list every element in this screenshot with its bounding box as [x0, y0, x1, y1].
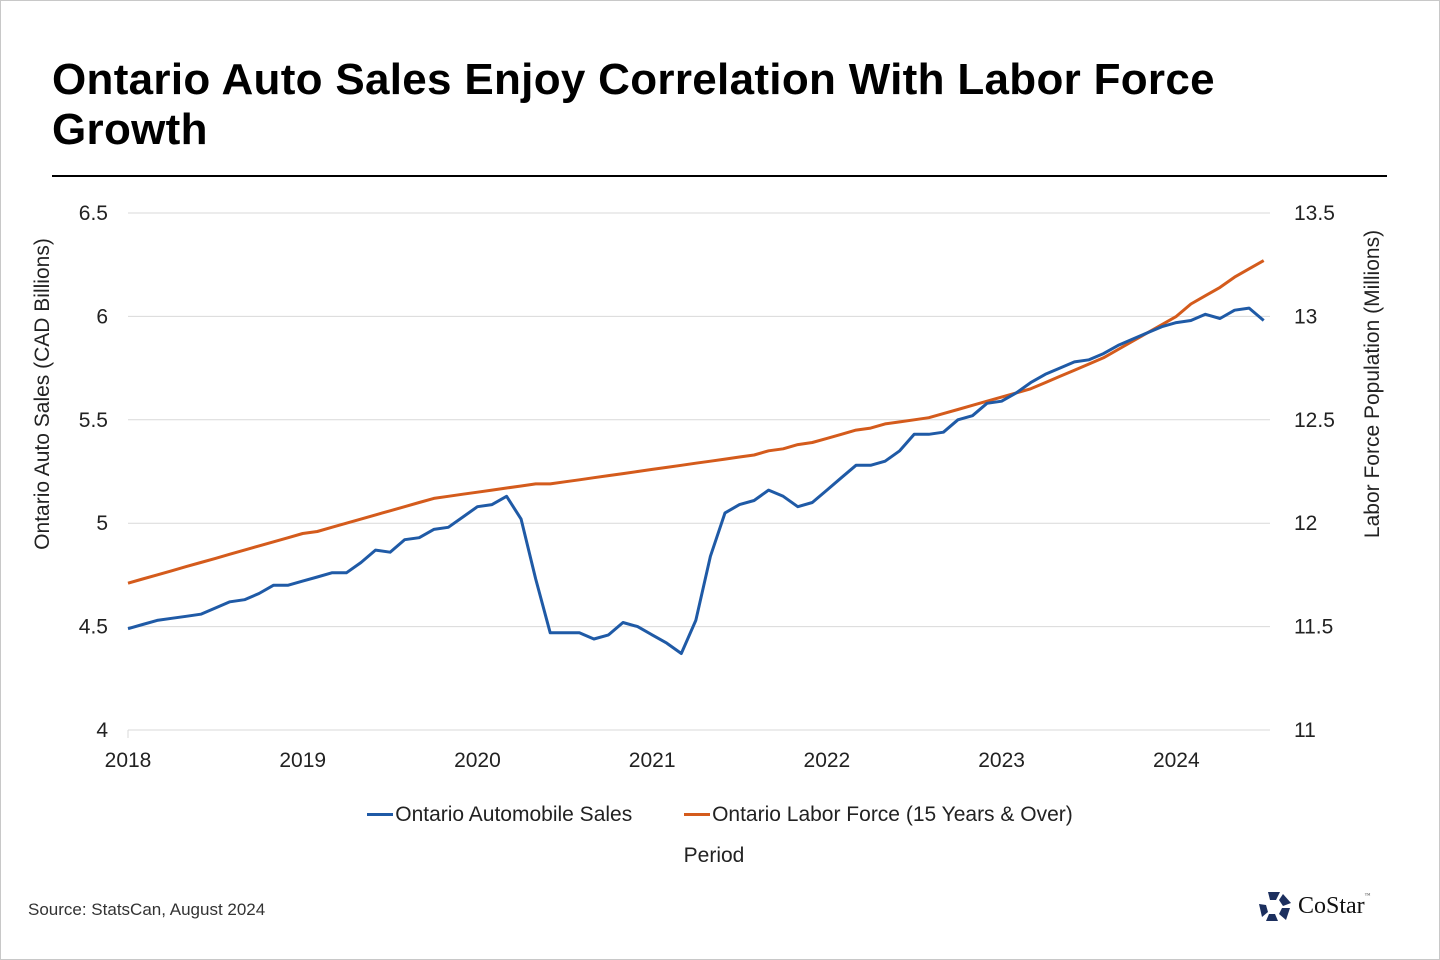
series-line-auto-sales [127, 306, 1265, 655]
gridlines [127, 212, 1270, 738]
title-divider [52, 175, 1387, 177]
y-axis-right-ticks: 11 11.5 12 12.5 13 13.5 [1294, 202, 1335, 742]
y-axis-left-ticks: 4 4.5 5 5.5 6 6.5 [79, 202, 109, 742]
y2-tick-label: 11.5 [1294, 616, 1333, 639]
y-axis-left-title: Ontario Auto Sales (CAD Billions) [31, 238, 54, 550]
y2-tick-label: 11 [1294, 719, 1316, 742]
y-tick-label: 6.5 [79, 202, 108, 225]
x-tick-label: 2018 [105, 749, 152, 772]
series-line-labor-force [127, 259, 1265, 585]
x-tick-label: 2024 [1153, 749, 1200, 772]
legend: Ontario Automobile Sales Ontario Labor F… [0, 798, 1440, 827]
x-tick-label: 2019 [279, 749, 326, 772]
series-lines [127, 259, 1265, 655]
costar-star-icon [1259, 892, 1291, 921]
legend-swatch-auto-sales [367, 813, 394, 816]
x-tick-label: 2023 [978, 749, 1025, 772]
y2-tick-label: 12.5 [1294, 409, 1335, 432]
y2-tick-label: 13 [1294, 305, 1317, 328]
legend-item-auto-sales: Ontario Automobile Sales [367, 803, 632, 827]
legend-swatch-labor-force [684, 813, 711, 816]
source-note: Source: StatsCan, August 2024 [28, 900, 266, 919]
y-tick-label: 6 [96, 305, 108, 328]
y2-tick-label: 13.5 [1294, 202, 1335, 225]
legend-label-labor-force: Ontario Labor Force (15 Years & Over) [712, 802, 1073, 826]
costar-logo-text: CoStar™ [1298, 892, 1371, 919]
y-tick-label: 5 [96, 512, 108, 535]
y-tick-label: 4.5 [79, 616, 108, 639]
legend-label-auto-sales: Ontario Automobile Sales [395, 802, 633, 826]
x-tick-label: 2021 [629, 749, 676, 772]
costar-logo: CoStar™ [1258, 890, 1371, 922]
y-axis-right-title: Labor Force Population (Millions) [1361, 230, 1384, 538]
y-tick-label: 4 [96, 719, 108, 742]
y2-tick-label: 12 [1294, 512, 1317, 535]
x-axis-title: Period [683, 844, 745, 867]
x-tick-label: 2020 [454, 749, 501, 772]
chart-title: Ontario Auto Sales Enjoy Correlation Wit… [52, 55, 1215, 154]
x-tick-label: 2022 [804, 749, 851, 772]
legend-item-labor-force: Ontario Labor Force (15 Years & Over) [684, 803, 1073, 827]
y-tick-label: 5.5 [79, 409, 108, 432]
x-axis-ticks: 2018 2019 2020 2021 2022 2023 2024 [105, 749, 1200, 772]
